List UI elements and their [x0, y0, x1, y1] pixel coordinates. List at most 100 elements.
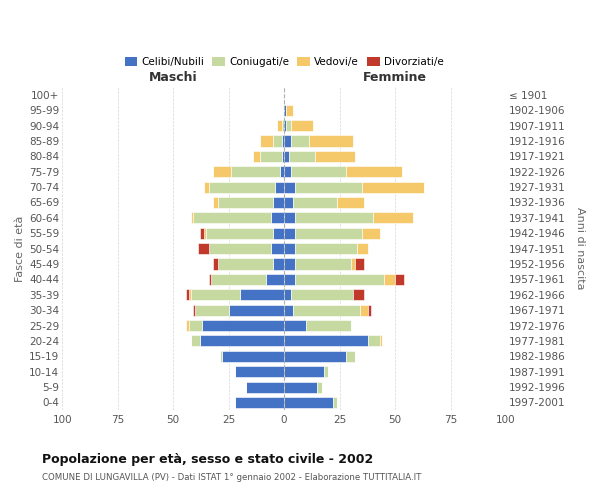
- Bar: [286, 120, 291, 131]
- Bar: [346, 166, 402, 177]
- Bar: [284, 366, 324, 377]
- Bar: [289, 151, 315, 162]
- Legend: Celibi/Nubili, Coniugati/e, Vedovi/e, Divorziati/e: Celibi/Nubili, Coniugati/e, Vedovi/e, Di…: [125, 57, 443, 67]
- Bar: [295, 228, 362, 239]
- Bar: [291, 289, 353, 300]
- Bar: [247, 382, 284, 392]
- Bar: [359, 304, 368, 316]
- Text: COMUNE DI LUNGAVILLA (PV) - Dati ISTAT 1° gennaio 2002 - Elaborazione TUTTITALIA: COMUNE DI LUNGAVILLA (PV) - Dati ISTAT 1…: [42, 472, 421, 482]
- Bar: [209, 274, 211, 285]
- Bar: [284, 136, 291, 146]
- Bar: [277, 120, 282, 131]
- Bar: [266, 274, 284, 285]
- Bar: [282, 136, 284, 146]
- Bar: [284, 212, 295, 224]
- Bar: [191, 212, 193, 224]
- Bar: [211, 274, 266, 285]
- Bar: [291, 166, 346, 177]
- Bar: [213, 258, 218, 270]
- Bar: [384, 274, 395, 285]
- Bar: [193, 212, 271, 224]
- Bar: [187, 289, 188, 300]
- Bar: [200, 336, 284, 346]
- Bar: [253, 151, 260, 162]
- Bar: [307, 320, 350, 331]
- Bar: [295, 212, 373, 224]
- Bar: [235, 397, 284, 408]
- Bar: [273, 197, 284, 208]
- Bar: [284, 274, 295, 285]
- Bar: [350, 258, 355, 270]
- Text: Maschi: Maschi: [149, 71, 197, 84]
- Bar: [273, 136, 282, 146]
- Bar: [284, 289, 291, 300]
- Bar: [293, 304, 359, 316]
- Bar: [204, 182, 209, 192]
- Bar: [209, 182, 275, 192]
- Bar: [213, 197, 218, 208]
- Bar: [284, 197, 293, 208]
- Bar: [284, 243, 295, 254]
- Bar: [202, 320, 284, 331]
- Bar: [315, 151, 355, 162]
- Y-axis label: Fasce di età: Fasce di età: [15, 216, 25, 282]
- Bar: [295, 258, 350, 270]
- Bar: [346, 351, 355, 362]
- Bar: [191, 289, 240, 300]
- Bar: [295, 182, 362, 192]
- Bar: [362, 182, 424, 192]
- Bar: [308, 136, 353, 146]
- Bar: [324, 366, 328, 377]
- Bar: [284, 104, 286, 116]
- Bar: [282, 151, 284, 162]
- Bar: [187, 320, 188, 331]
- Bar: [284, 258, 295, 270]
- Bar: [368, 304, 371, 316]
- Bar: [196, 304, 229, 316]
- Bar: [395, 274, 404, 285]
- Bar: [220, 351, 222, 362]
- Bar: [275, 182, 284, 192]
- Bar: [355, 258, 364, 270]
- Bar: [284, 151, 289, 162]
- Bar: [333, 397, 337, 408]
- Bar: [280, 166, 284, 177]
- Text: Popolazione per età, sesso e stato civile - 2002: Popolazione per età, sesso e stato civil…: [42, 452, 373, 466]
- Bar: [204, 228, 206, 239]
- Bar: [317, 382, 322, 392]
- Bar: [286, 104, 293, 116]
- Bar: [284, 304, 293, 316]
- Bar: [291, 120, 313, 131]
- Bar: [229, 304, 284, 316]
- Bar: [353, 289, 364, 300]
- Bar: [291, 136, 308, 146]
- Bar: [284, 166, 291, 177]
- Bar: [209, 243, 271, 254]
- Bar: [197, 243, 209, 254]
- Bar: [191, 336, 200, 346]
- Bar: [206, 228, 273, 239]
- Bar: [380, 336, 382, 346]
- Bar: [284, 120, 286, 131]
- Bar: [284, 228, 295, 239]
- Bar: [271, 212, 284, 224]
- Text: Femmine: Femmine: [363, 71, 427, 84]
- Bar: [200, 228, 204, 239]
- Bar: [284, 397, 333, 408]
- Bar: [273, 228, 284, 239]
- Bar: [284, 320, 307, 331]
- Bar: [193, 304, 196, 316]
- Bar: [284, 336, 368, 346]
- Bar: [293, 197, 337, 208]
- Bar: [188, 320, 202, 331]
- Bar: [373, 212, 413, 224]
- Bar: [188, 289, 191, 300]
- Bar: [235, 366, 284, 377]
- Bar: [213, 166, 231, 177]
- Bar: [282, 120, 284, 131]
- Bar: [284, 382, 317, 392]
- Bar: [368, 336, 380, 346]
- Bar: [231, 166, 280, 177]
- Bar: [218, 197, 273, 208]
- Y-axis label: Anni di nascita: Anni di nascita: [575, 208, 585, 290]
